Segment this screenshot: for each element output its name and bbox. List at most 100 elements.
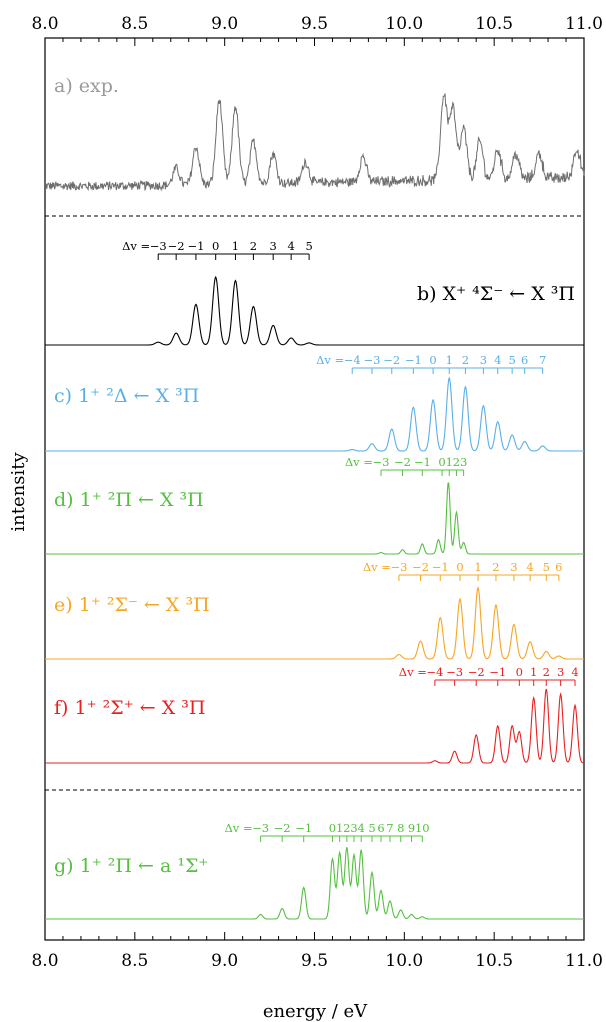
progression-label: 4 — [287, 239, 294, 253]
progression-label: 2 — [492, 560, 499, 574]
progression-label: 7 — [539, 353, 546, 367]
progression-label: 8 — [397, 821, 404, 835]
progression-label: 3 — [270, 239, 277, 253]
progression-label: 0 — [329, 821, 336, 835]
bottom-tick-label: 9.0 — [211, 951, 238, 971]
progression-label: 3 — [557, 665, 564, 679]
progression-label: 4 — [358, 821, 365, 835]
bottom-tick-label: 11.0 — [565, 951, 603, 971]
progression-label: −3 — [390, 560, 407, 574]
spectrum-line-c — [45, 376, 584, 452]
spectrum-line-g — [45, 847, 584, 920]
progression-label: 2 — [343, 821, 350, 835]
progression-label: 9 — [408, 821, 415, 835]
axis-ticks: 8.0 8.0 8.5 8.5 9.0 9.0 9.5 9.5 10.0 10.0 10.5 10.5… — [31, 14, 602, 971]
progression-label: 5 — [543, 560, 550, 574]
progression-label: −2 — [168, 239, 185, 253]
progression-label: 7 — [386, 821, 393, 835]
progression-label: 4 — [571, 665, 578, 679]
panel-label-a: a) exp. — [54, 75, 119, 97]
spectrum-line-b — [45, 275, 584, 346]
progression-label: 5 — [305, 239, 312, 253]
top-tick-label: 10.5 — [475, 14, 513, 34]
bottom-tick-label: 8.0 — [31, 951, 58, 971]
progression-label: −1 — [187, 239, 204, 253]
progression-label: 0 — [212, 239, 219, 253]
bottom-tick-label: 10.0 — [385, 951, 423, 971]
bottom-tick-label: 8.5 — [121, 951, 148, 971]
progression-label: 3 — [350, 821, 357, 835]
progression-label: 3 — [460, 455, 467, 469]
progression-label: 6 — [521, 353, 528, 367]
progression-prefix: Δv = — [363, 560, 391, 574]
progression-prefix: Δv = — [225, 821, 253, 835]
panel-label-f: f) 1⁺ ²Σ⁺ ← X ³Π — [54, 697, 205, 719]
bottom-tick-label: 9.5 — [301, 951, 328, 971]
progression-label: 3 — [510, 560, 517, 574]
panel-label-c: c) 1⁺ ²Δ ← X ³Π — [54, 385, 199, 407]
progression-label: 6 — [555, 560, 562, 574]
progression-prefix: Δv = — [345, 455, 373, 469]
progression-label: 2 — [250, 239, 257, 253]
progression-label: −3 — [252, 821, 269, 835]
progression-label: −1 — [405, 353, 422, 367]
panel-label-d: d) 1⁺ ²Π ← X ³Π — [54, 489, 204, 511]
panel-c: c) 1⁺ ²Δ ← X ³Π −4 −3 −2 −1 0 1 2 3 4 5 6 7 Δv = — [45, 353, 584, 452]
progression-label: −1 — [414, 455, 431, 469]
top-tick-label: 9.0 — [211, 14, 238, 34]
progression-label: −2 — [274, 821, 291, 835]
progression-label: −4 — [344, 353, 361, 367]
progression-label: 1 — [336, 821, 343, 835]
top-tick-label: 8.5 — [121, 14, 148, 34]
progression-label: 10 — [415, 821, 430, 835]
progression-label: 3 — [480, 353, 487, 367]
progression-label: −3 — [364, 353, 381, 367]
progression-label: 4 — [526, 560, 533, 574]
panel-a: a) exp. — [44, 75, 585, 192]
progression-label: −3 — [373, 455, 390, 469]
panel-label-g: g) 1⁺ ²Π ← a ¹Σ⁺ — [54, 855, 208, 877]
progression-label: 1 — [474, 560, 481, 574]
progression-label: 2 — [543, 665, 550, 679]
x-axis-label: energy / eV — [263, 1001, 368, 1022]
progression-label: 0 — [516, 665, 523, 679]
panel-g: g) 1⁺ ²Π ← a ¹Σ⁺ −3 −2 −1 0 1 2 3 4 5 6 7 8 9 10 Δv = — [45, 821, 584, 920]
spectrum-line-a — [44, 93, 585, 192]
panel-d: d) 1⁺ ²Π ← X ³Π −3 −2 −1 0 1 2 3 Δv = — [45, 455, 584, 555]
progression-label: −1 — [432, 560, 449, 574]
progression-label: 1 — [530, 665, 537, 679]
progression-prefix: Δv = — [316, 353, 344, 367]
progression-label: 2 — [462, 353, 469, 367]
panel-label-b: b) X⁺ ⁴Σ⁻ ← X ³Π — [417, 283, 575, 305]
spectrum-line-e — [45, 586, 584, 660]
progression-label: −1 — [295, 821, 312, 835]
y-axis-label: intensity — [8, 452, 29, 532]
top-tick-label: 10.0 — [385, 14, 423, 34]
progression-label: 0 — [438, 455, 445, 469]
progression-label: 0 — [429, 353, 436, 367]
progression-label: −3 — [446, 665, 463, 679]
progression-label: 2 — [453, 455, 460, 469]
spectrum-line-d — [45, 482, 584, 555]
panel-b: b) X⁺ ⁴Σ⁻ ← X ³Π −3 −2 −1 0 1 2 3 4 5 Δv = — [45, 239, 584, 346]
bottom-tick-label: 10.5 — [475, 951, 513, 971]
progression-label: 6 — [377, 821, 384, 835]
progression-label: 1 — [232, 239, 239, 253]
spectrum-line-f — [45, 688, 585, 764]
top-tick-label: 9.5 — [301, 14, 328, 34]
progression-label: −3 — [150, 239, 167, 253]
progression-label: 1 — [446, 455, 453, 469]
panel-f: f) 1⁺ ²Σ⁺ ← X ³Π −4 −3 −2 −1 0 1 2 3 4 Δv = — [45, 665, 585, 764]
progression-label: −4 — [426, 665, 443, 679]
panel-e: e) 1⁺ ²Σ⁻ ← X ³Π −3 −2 −1 0 1 2 3 4 5 6 Δv = — [45, 560, 584, 660]
progression-label: −2 — [394, 455, 411, 469]
progression-label: −2 — [468, 665, 485, 679]
panels: a) exp.b) X⁺ ⁴Σ⁻ ← X ³Π−3 −2 −1 0 1 2 3 4 5Δv =c… — [44, 75, 585, 920]
top-tick-label: 11.0 — [565, 14, 603, 34]
progression-label: −2 — [383, 353, 400, 367]
progression-label: 0 — [456, 560, 463, 574]
progression-label: 5 — [368, 821, 375, 835]
progression-prefix: Δv = — [122, 239, 150, 253]
progression-label: 5 — [508, 353, 515, 367]
